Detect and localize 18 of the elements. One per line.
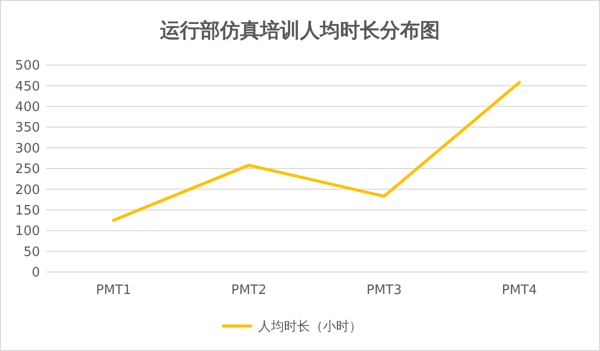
y-tick-label: 200 — [15, 182, 40, 198]
y-tick-label: 300 — [15, 141, 40, 156]
x-tick-label: PMT3 — [366, 283, 402, 298]
x-tick-label: PMT1 — [96, 283, 132, 298]
y-tick-label: 450 — [15, 79, 40, 94]
x-tick-label: PMT4 — [502, 283, 538, 298]
y-tick-label: 150 — [15, 203, 40, 218]
chart-title: 运行部仿真培训人均时长分布图 — [159, 18, 440, 42]
x-tick-label: PMT2 — [231, 283, 267, 298]
y-tick-label: 500 — [15, 58, 40, 74]
y-tick-label: 350 — [15, 120, 40, 136]
legend-label: 人均时长（小时） — [258, 320, 362, 335]
y-tick-label: 250 — [15, 162, 40, 178]
y-tick-label: 50 — [23, 244, 40, 260]
y-tick-label: 100 — [15, 224, 40, 240]
line-series — [112, 80, 521, 222]
y-tick-label: 400 — [15, 100, 40, 115]
y-tick-label: 0 — [32, 266, 40, 281]
